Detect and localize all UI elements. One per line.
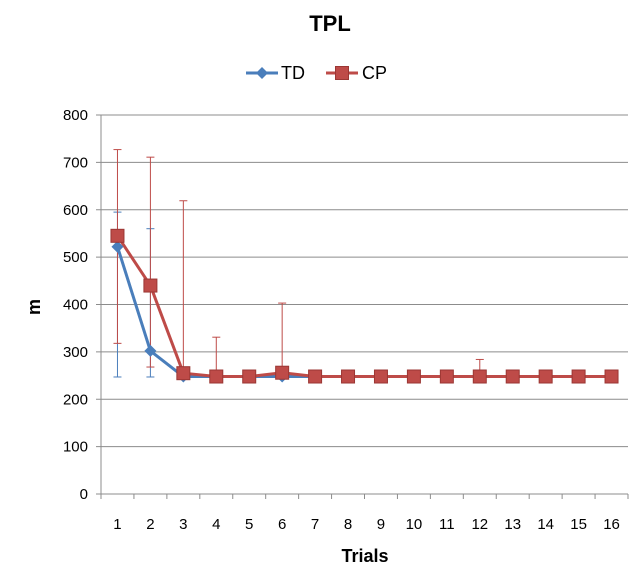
marker-cp — [176, 366, 191, 381]
x-tick-label: 14 — [537, 516, 554, 533]
marker-cp — [604, 369, 619, 384]
marker-cp — [209, 369, 224, 384]
x-tick-label: 11 — [439, 516, 455, 533]
error-bar-cp — [278, 302, 287, 378]
marker-cp — [571, 369, 586, 384]
y-tick-labels: 0 100 200 300 400 500 600 700 800 — [63, 107, 88, 503]
marker-cp — [110, 228, 125, 243]
y-tick-label: 800 — [63, 107, 88, 124]
marker-cp — [275, 365, 290, 380]
legend-label: TD — [281, 63, 305, 83]
gridlines — [96, 114, 628, 495]
x-axis-title: Trials — [341, 546, 388, 566]
marker-cp — [143, 278, 158, 293]
x-tick-label: 7 — [311, 516, 319, 533]
legend-item-td: TD — [246, 63, 305, 83]
y-tick-label: 700 — [63, 154, 88, 171]
axes — [100, 115, 629, 499]
legend-marker — [335, 66, 349, 80]
x-tick-label: 9 — [377, 516, 385, 533]
y-tick-label: 300 — [63, 344, 88, 361]
legend: TD CP — [246, 63, 387, 83]
error-bar-cp — [146, 156, 155, 368]
x-tick-label: 8 — [344, 516, 352, 533]
x-tick-label: 10 — [406, 516, 423, 533]
x-tick-label: 15 — [570, 516, 587, 533]
series-lines — [116, 234, 612, 379]
x-tick-label: 5 — [245, 516, 253, 533]
error-bars — [113, 149, 484, 378]
marker-td — [111, 240, 124, 253]
y-tick-label: 400 — [63, 297, 88, 314]
x-tick-label: 2 — [146, 516, 154, 533]
x-tick-label: 13 — [504, 516, 521, 533]
x-tick-label: 3 — [179, 516, 187, 533]
marker-cp — [373, 369, 388, 384]
marker-cp — [242, 369, 257, 384]
y-tick-label: 200 — [63, 391, 88, 408]
legend-label: CP — [362, 63, 387, 83]
marker-cp — [406, 369, 421, 384]
x-tick-label: 6 — [278, 516, 286, 533]
x-tick-label: 1 — [113, 516, 121, 533]
x-tick-labels: 1 2 3 4 5 6 7 8 9 10 11 12 13 14 15 16 — [113, 516, 620, 533]
marker-cp — [538, 369, 553, 384]
y-tick-label: 100 — [63, 439, 88, 456]
marker-td — [144, 344, 157, 357]
x-tick-label: 12 — [471, 516, 488, 533]
series-line-cp — [116, 234, 612, 379]
marker-cp — [505, 369, 520, 384]
marker-cp — [439, 369, 454, 384]
y-tick-label: 0 — [80, 486, 88, 503]
x-tick-label: 4 — [212, 516, 220, 533]
marker-cp — [308, 369, 323, 384]
chart-title: TPL — [309, 11, 351, 36]
x-tick-label: 16 — [603, 516, 620, 533]
marker-cp — [341, 369, 356, 384]
series-line-td — [116, 246, 612, 379]
y-axis-title: m — [24, 299, 44, 315]
marker-cp — [472, 369, 487, 384]
legend-marker — [256, 67, 268, 79]
y-tick-label: 500 — [63, 249, 88, 266]
series-markers — [110, 228, 619, 384]
y-tick-label: 600 — [63, 202, 88, 219]
legend-item-cp: CP — [326, 63, 387, 83]
error-bar-cp — [179, 200, 188, 378]
